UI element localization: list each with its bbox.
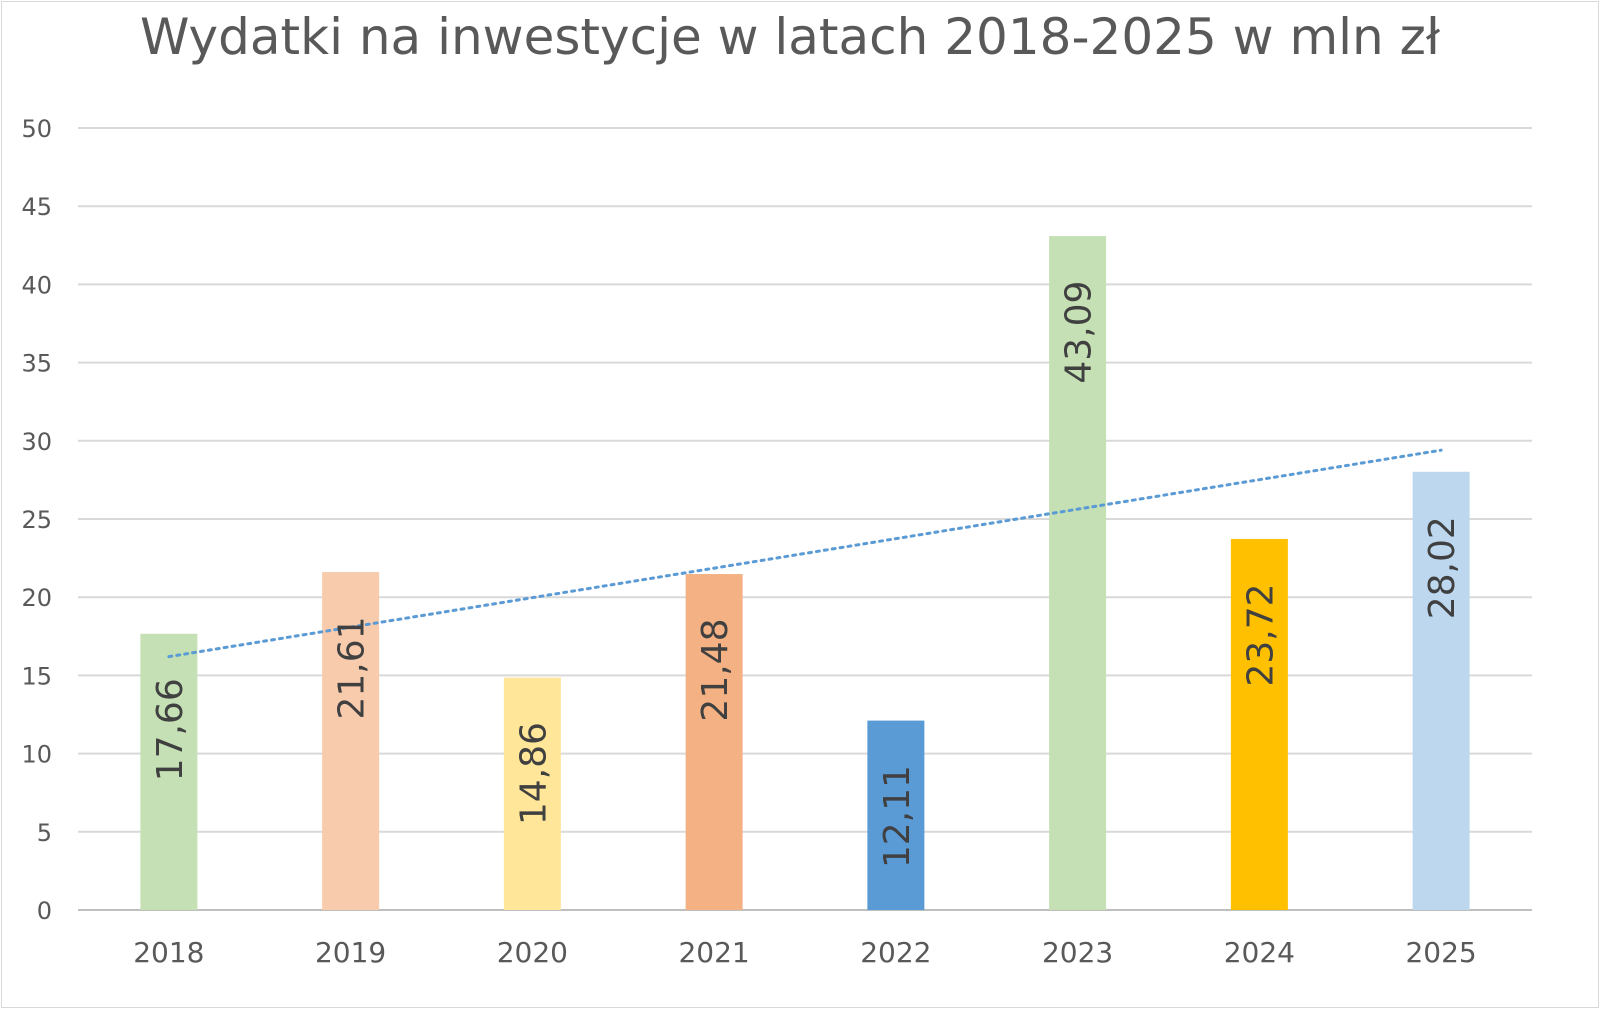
y-tick-label: 20 <box>21 584 52 612</box>
y-tick-label: 30 <box>21 428 52 456</box>
x-tick-label: 2019 <box>315 936 386 969</box>
data-label: 43,09 <box>1059 281 1100 384</box>
y-tick-label: 10 <box>21 741 52 769</box>
y-tick-label: 15 <box>21 662 52 690</box>
x-tick-label: 2022 <box>860 936 931 969</box>
x-tick-label: 2025 <box>1405 936 1476 969</box>
y-axis-ticks: 0 5 10 15 20 25 30 35 40 45 50 <box>21 115 52 925</box>
trendline <box>167 448 1443 659</box>
bar <box>1049 236 1107 911</box>
gridlines <box>78 127 1532 911</box>
y-tick-label: 5 <box>37 819 52 847</box>
y-tick-label: 35 <box>21 350 52 378</box>
data-label: 21,61 <box>332 616 373 719</box>
data-label: 17,66 <box>150 678 191 781</box>
x-tick-label: 2018 <box>133 936 204 969</box>
trendline-group <box>167 448 1443 659</box>
y-tick-label: 45 <box>21 193 52 221</box>
x-tick-label: 2023 <box>1042 936 1113 969</box>
data-label: 28,02 <box>1422 516 1463 619</box>
bar <box>140 633 198 910</box>
y-tick-label: 50 <box>21 115 52 143</box>
y-tick-label: 25 <box>21 506 52 534</box>
chart-title: Wydatki na inwestycje w latach 2018-2025… <box>140 8 1441 66</box>
data-label: 12,11 <box>877 765 918 868</box>
x-axis-ticks: 2018 2019 2020 2021 2022 2023 2024 2025 <box>133 936 1477 969</box>
y-tick-label: 0 <box>37 897 52 925</box>
data-label: 14,86 <box>513 722 554 825</box>
y-tick-label: 40 <box>21 271 52 299</box>
bar <box>1412 471 1470 910</box>
bar <box>1230 539 1288 910</box>
x-tick-label: 2021 <box>678 936 749 969</box>
data-label: 23,72 <box>1240 583 1281 686</box>
bar <box>685 574 743 910</box>
x-tick-label: 2020 <box>497 936 568 969</box>
data-labels: 17,66 21,61 14,86 21,48 12,11 43,09 23,72 28,02 <box>150 281 1463 869</box>
bar <box>503 677 561 910</box>
data-label: 21,48 <box>695 619 736 722</box>
bar <box>867 720 925 910</box>
bars <box>140 236 1470 911</box>
x-tick-label: 2024 <box>1224 936 1295 969</box>
